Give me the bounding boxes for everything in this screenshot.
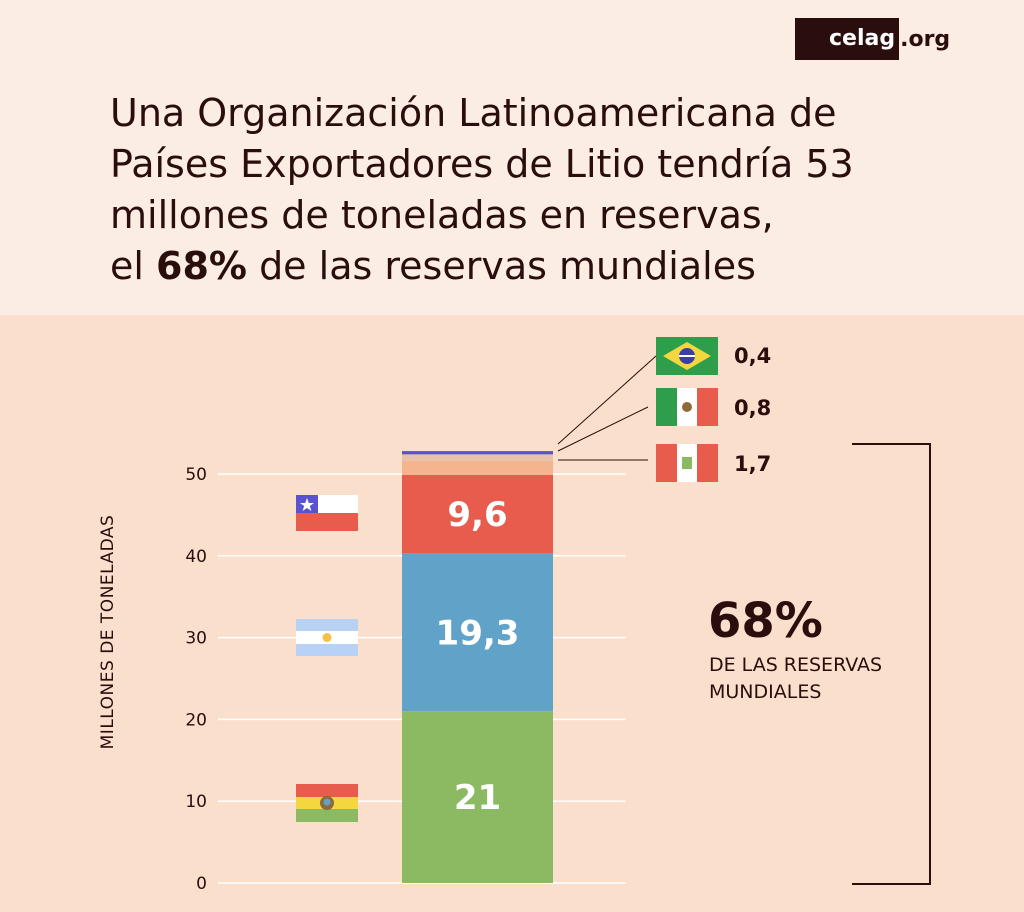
- annotation-line-2: MUNDIALES: [709, 681, 821, 703]
- annotation-percent: 68%: [708, 593, 823, 649]
- y-tick-label: 10: [185, 792, 207, 812]
- title-line-4-post: de las reservas mundiales: [246, 244, 756, 288]
- bar-value-label: 21: [454, 778, 501, 818]
- value-label-brasil: 0,4: [734, 344, 771, 368]
- bar-stack: [402, 451, 553, 883]
- flag-mexico-icon: [656, 388, 718, 426]
- flag-brasil-icon: [656, 337, 718, 375]
- value-label-mexico: 0,8: [734, 396, 771, 420]
- leader-mexico: [557, 406, 649, 452]
- bar-segment-peru: [402, 460, 553, 475]
- annotation-line-1: DE LAS RESERVAS: [709, 654, 882, 676]
- title-line-3: millones de toneladas en reservas,: [110, 193, 774, 237]
- header-band: celag .org Una Organización Latinoameric…: [0, 0, 1024, 315]
- bar-segment-bolivia: [402, 711, 553, 883]
- title-line-4-pre: el: [110, 244, 157, 288]
- title-highlight: 68%: [156, 244, 247, 288]
- bar-segment-argentina: [402, 553, 553, 712]
- bar-segment-mexico: [402, 454, 553, 461]
- y-tick-label: 50: [185, 465, 207, 485]
- leader-brasil: [557, 355, 657, 445]
- stacked-bar-chart: 0 10 20 30 40 50 MILLONES DE TONELADAS 21 19,3…: [98, 337, 931, 894]
- bar-value-label: 9,6: [447, 495, 507, 535]
- y-tick-label: 20: [185, 710, 207, 730]
- logo-suffix: .org: [900, 26, 951, 52]
- y-tick-label: 0: [196, 874, 207, 894]
- title-line-1: Una Organización Latinoamericana de: [110, 91, 837, 135]
- flag-bolivia-icon: [296, 784, 358, 822]
- y-tick-label: 30: [185, 629, 207, 649]
- bar-labels: 21 19,3 9,6: [436, 495, 520, 818]
- flag-argentina-icon: [296, 619, 358, 656]
- y-tick-label: 40: [185, 547, 207, 567]
- bar-value-label: 19,3: [436, 613, 520, 653]
- bracket: [852, 443, 931, 885]
- celag-logo[interactable]: celag .org: [795, 18, 950, 60]
- y-axis-label: MILLONES DE TONELADAS: [98, 515, 118, 750]
- value-label-peru: 1,7: [734, 452, 771, 476]
- y-axis-ticks: 0 10 20 30 40 50: [185, 465, 207, 894]
- bar-segment-chile: [402, 474, 553, 554]
- bar-segment-brasil: [402, 451, 553, 455]
- title-line-2: Países Exportadores de Litio tendría 53: [110, 142, 854, 186]
- flag-peru-icon: [656, 444, 718, 482]
- page-title: Una Organización Latinoamericana de País…: [110, 88, 990, 292]
- logo-main: celag: [795, 18, 900, 60]
- flag-chile-icon: [296, 495, 358, 531]
